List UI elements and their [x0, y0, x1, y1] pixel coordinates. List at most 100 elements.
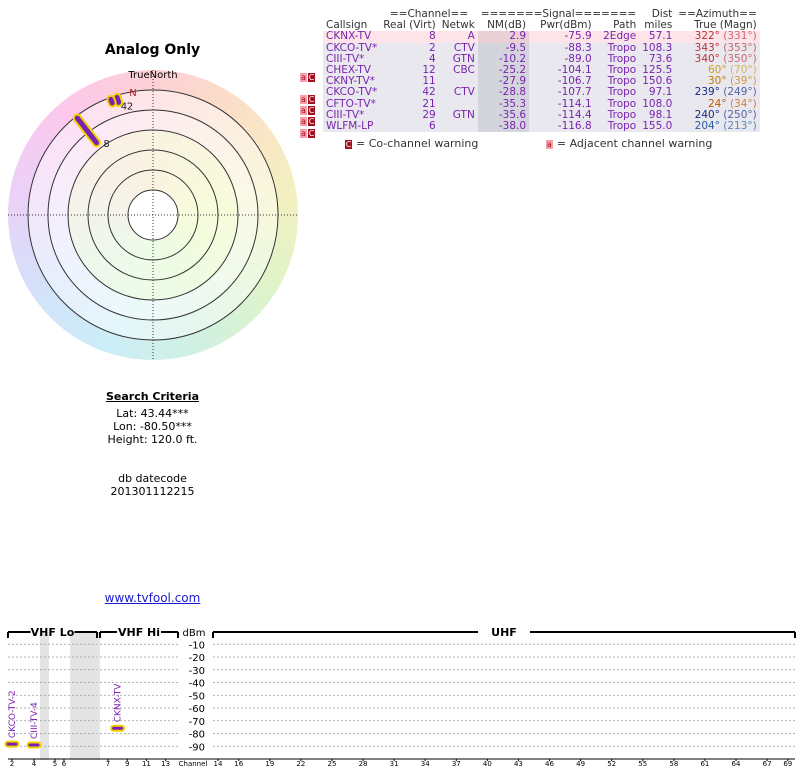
cell: -106.7 — [557, 75, 592, 88]
azimuth-magn: (70°) — [729, 64, 757, 77]
azimuth-magn: (353°) — [723, 41, 757, 54]
warning-slot — [300, 42, 322, 53]
cell: 73.6 — [648, 52, 673, 65]
cell: 155.0 — [642, 120, 673, 133]
x-tick-label: 6 — [62, 760, 67, 768]
azimuth-cell: 60° (70°) — [675, 64, 759, 77]
column-title: Real (Virt) — [383, 19, 436, 32]
cell: CTV — [453, 41, 475, 54]
warning-slot — [300, 53, 322, 64]
group-dist: Dist — [651, 8, 673, 20]
azimuth-cell: 204° (213°) — [675, 120, 759, 133]
x-tick-label: 37 — [452, 760, 461, 768]
cell: GTN — [452, 52, 475, 65]
table-row: CKCO-TV* 2 CTV -9.5 -88.3 Tropo 108.3 343° (353… — [323, 41, 760, 54]
cell: Tropo — [607, 108, 637, 121]
lat: Lat: 43.44*** — [116, 407, 189, 420]
datecode-label: db datecode — [118, 472, 187, 485]
table-row: CKCO-TV* 42 CTV -28.8 -107.7 Tropo 97.1 239° (2… — [323, 86, 760, 99]
cell: CHEX-TV — [326, 64, 371, 77]
cell: 29 — [422, 108, 436, 121]
x-axis-title: Channel — [179, 760, 208, 768]
cell: A — [467, 30, 475, 43]
column-title: Path — [613, 19, 637, 32]
cell: 8 — [429, 30, 436, 43]
co-icon: C — [308, 72, 315, 82]
y-tick-label: -70 — [189, 717, 205, 728]
x-tick-label: 34 — [421, 760, 430, 768]
cell: Tropo — [607, 120, 637, 133]
x-tick-label: 28 — [359, 760, 368, 768]
cell: CKCO-TV* — [326, 41, 378, 54]
cell: CTV — [453, 86, 475, 99]
azimuth-cell: 340° (350°) — [675, 52, 759, 65]
y-axis-title: dBm — [183, 628, 206, 639]
cell: -75.9 — [564, 30, 592, 43]
link[interactable]: www.tvfool.com — [104, 591, 201, 605]
azimuth-true: 30° — [707, 75, 727, 88]
column-title: NM(dB) — [487, 19, 527, 32]
x-tick-label: 9 — [125, 760, 129, 768]
signal-bar — [74, 115, 100, 146]
x-tick-label: 2 — [10, 760, 14, 768]
cell: 108.0 — [642, 97, 673, 110]
y-tick-label: -10 — [189, 640, 205, 651]
cell: CKNY-TV* — [326, 75, 375, 88]
azimuth-true: 60° — [707, 64, 727, 77]
azimuth-true: 239° — [694, 86, 720, 99]
cell: 125.5 — [642, 64, 673, 77]
cell: Tropo — [607, 52, 637, 65]
gap-band — [40, 632, 49, 760]
signal-label: 2 — [127, 102, 133, 113]
x-tick-label: 40 — [483, 760, 492, 768]
signal-label: 4 — [121, 102, 127, 113]
x-tick-label: 49 — [576, 760, 585, 768]
azimuth-magn: (39°) — [729, 75, 757, 88]
cell: 97.1 — [648, 86, 673, 99]
x-tick-label: 52 — [607, 760, 616, 768]
y-tick-label: -30 — [189, 666, 205, 677]
legend: C = Co-channel warning a = Adjacent channe… — [345, 137, 716, 150]
section-title: UHF — [491, 626, 517, 639]
signal-name: CKCO-TV-2 — [8, 690, 18, 738]
criteria-title: Search Criteria — [105, 390, 200, 403]
warning-slot — [300, 31, 322, 42]
group-azimuth: ==Azimuth== — [678, 8, 757, 20]
adj-icon: a — [300, 128, 307, 138]
azimuth-true: 340° — [694, 52, 720, 65]
signal-name: CKNX-TV — [114, 683, 124, 723]
cell: -9.5 — [477, 42, 530, 54]
cell: -38.0 — [477, 120, 530, 133]
section-title: VHF Lo — [31, 626, 75, 639]
north-label: TrueNorth — [127, 70, 177, 81]
x-tick-label: 43 — [514, 760, 523, 768]
co-icon: C — [308, 128, 315, 138]
column-title: Pwr(dBm) — [540, 19, 592, 32]
azimuth-cell: 24° (34°) — [675, 98, 759, 110]
column-title: Callsign — [326, 19, 368, 32]
station-table: ==Channel== =======Signal======= Dist ==Azi… — [323, 8, 760, 133]
azimuth-true: 204° — [694, 120, 720, 133]
adj-text: = Adjacent channel warning — [556, 137, 713, 150]
column-header: Callsign Real (Virt) Netwk NM(dB) Pwr(dBm) Pa… — [323, 19, 760, 32]
column-title: True (Magn) — [694, 19, 757, 32]
cell: CFTO-TV* — [326, 97, 376, 110]
co-icon: C — [308, 94, 315, 104]
signal-name: CIII-TV-4 — [30, 702, 40, 739]
table-row: CHEX-TV 12 CBC -25.2 -104.1 Tropo 125.5 60° (70… — [323, 64, 760, 77]
north-mark: N — [129, 88, 136, 99]
cell: 57.1 — [648, 30, 673, 43]
azimuth-cell: 343° (353°) — [675, 41, 759, 54]
table-row: CIII-TV* 4 GTN -10.2 -89.0 Tropo 73.6 340° (350… — [323, 52, 760, 66]
signal-label: 8 — [103, 139, 109, 150]
azimuth-cell: 322° (331°) — [675, 31, 759, 42]
cell — [439, 121, 478, 132]
x-tick-label: 19 — [265, 760, 274, 768]
x-tick-label: 67 — [763, 760, 772, 768]
cell: CIII-TV* — [326, 52, 365, 65]
x-tick-label: 31 — [390, 760, 399, 768]
cell: -35.6 — [477, 109, 530, 122]
column-title: miles — [644, 19, 673, 32]
